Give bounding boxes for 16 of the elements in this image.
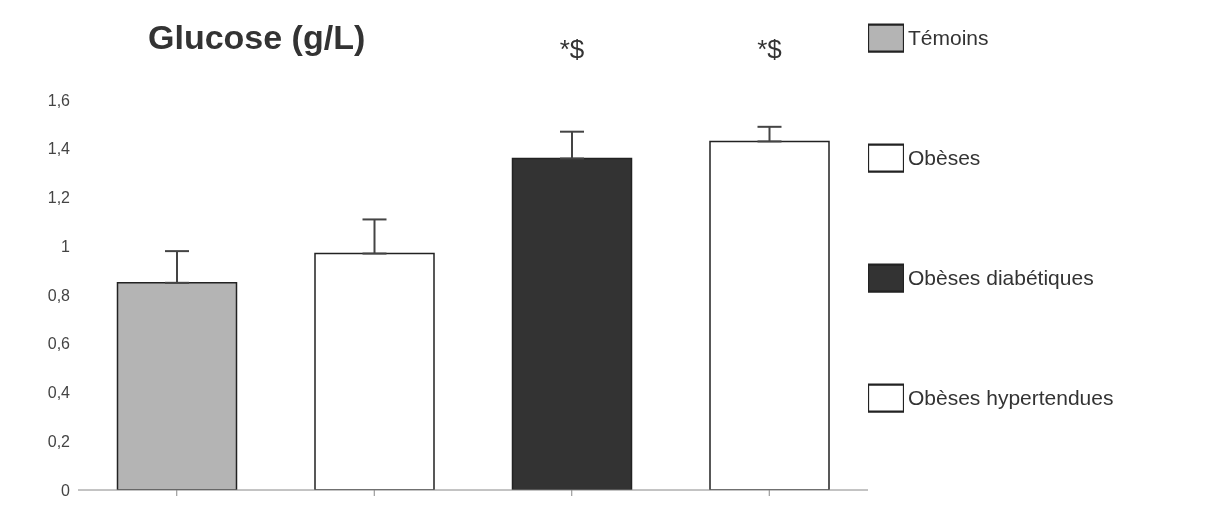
legend-label: Obèses diabétiques [908,266,1094,289]
y-tick-label: 1,2 [47,189,71,207]
text: *$ [559,34,585,64]
y-tick-label: 1,6 [47,91,71,109]
y-tick-label: 0,8 [47,286,71,304]
legend-label: Obèses hypertendues [908,386,1114,409]
y-tick-label: 0 [61,481,71,499]
y-tick-label: 0,4 [47,384,71,402]
y-tick-label: 0,2 [47,432,71,450]
legend-label: Témoins [908,26,989,49]
y-tick-label: 0,6 [47,335,71,353]
text: *$ [757,34,783,64]
legend-label: Obèses [908,146,981,169]
y-tick-label: 1 [61,237,71,255]
y-tick-label: 1,4 [47,140,71,158]
chart-title: Glucose (g/L) [148,18,366,57]
